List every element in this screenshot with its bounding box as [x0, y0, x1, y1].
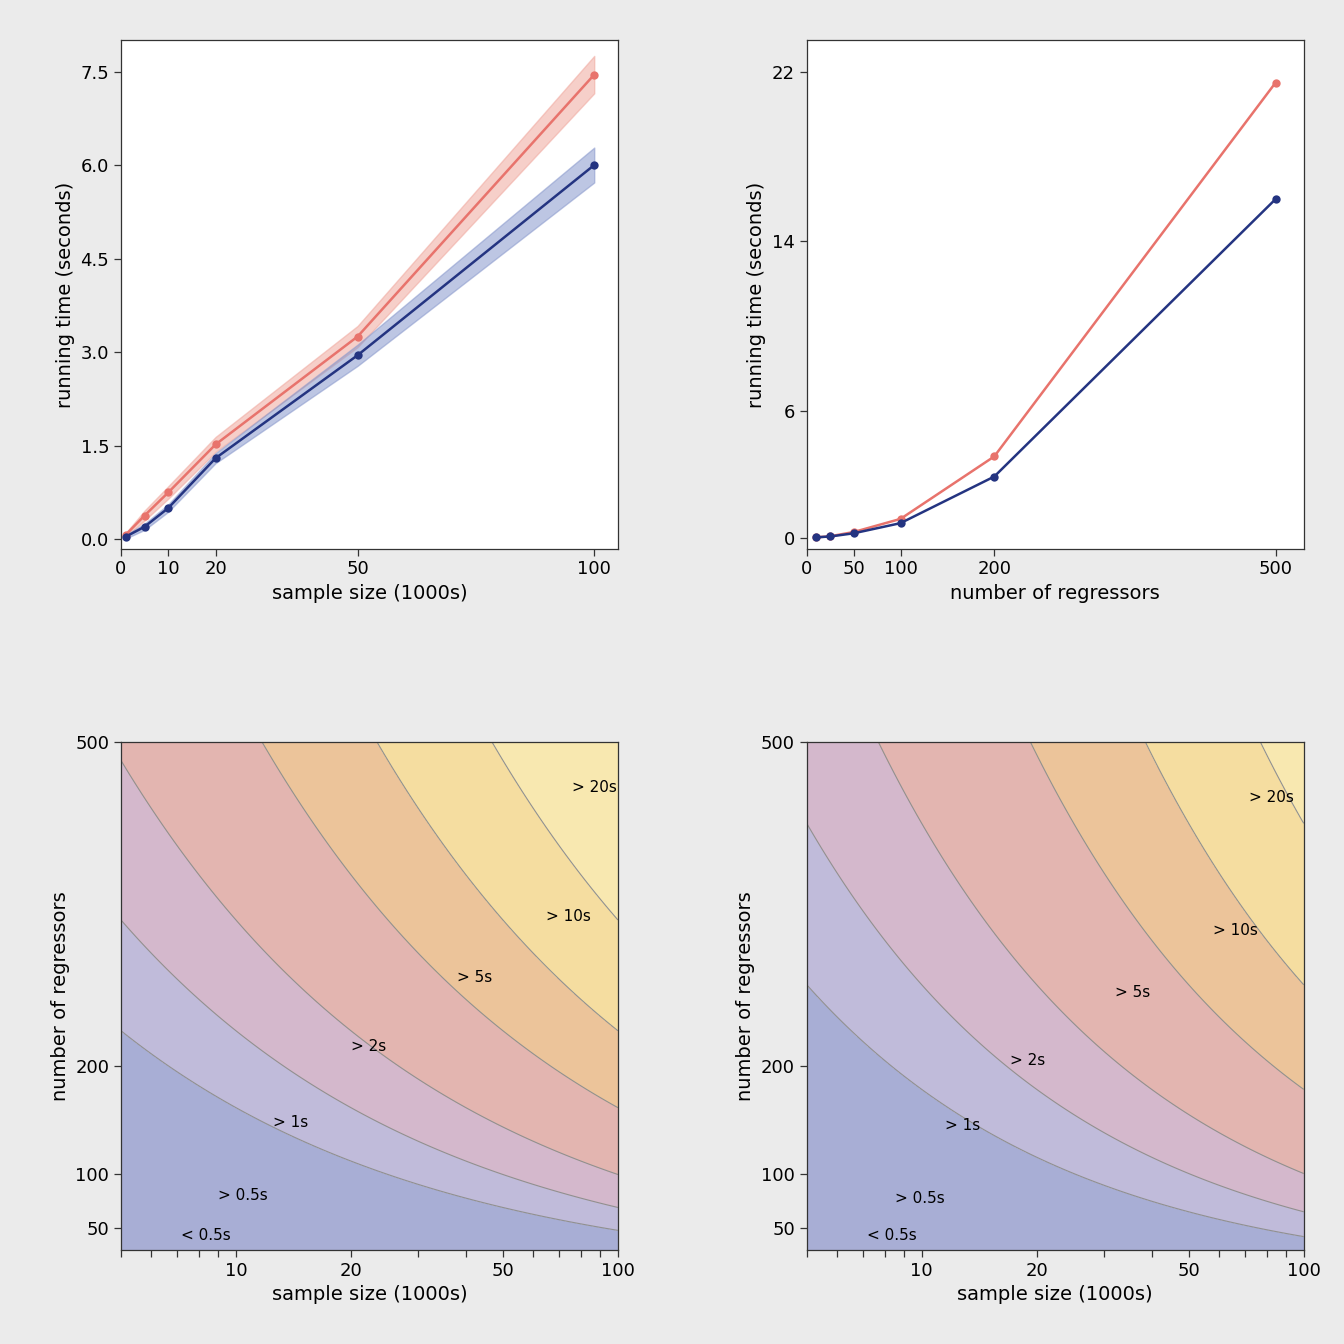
Text: < 0.5s: < 0.5s	[181, 1228, 231, 1243]
Text: > 20s: > 20s	[1249, 790, 1294, 805]
Text: < 0.5s: < 0.5s	[867, 1228, 917, 1243]
X-axis label: number of regressors: number of regressors	[950, 583, 1160, 603]
Y-axis label: running time (seconds): running time (seconds)	[56, 181, 75, 407]
Text: > 10s: > 10s	[547, 910, 591, 925]
Y-axis label: number of regressors: number of regressors	[737, 891, 755, 1101]
Text: > 1s: > 1s	[945, 1118, 980, 1133]
Text: > 2s: > 2s	[1009, 1054, 1046, 1068]
Text: > 0.5s: > 0.5s	[895, 1191, 945, 1206]
X-axis label: sample size (1000s): sample size (1000s)	[271, 583, 468, 603]
Text: > 1s: > 1s	[273, 1114, 308, 1130]
Text: > 2s: > 2s	[351, 1039, 386, 1054]
Y-axis label: number of regressors: number of regressors	[51, 891, 70, 1101]
Y-axis label: running time (seconds): running time (seconds)	[747, 181, 766, 407]
Text: > 20s: > 20s	[573, 780, 617, 794]
Text: > 10s: > 10s	[1214, 923, 1258, 938]
X-axis label: sample size (1000s): sample size (1000s)	[957, 1285, 1153, 1304]
X-axis label: sample size (1000s): sample size (1000s)	[271, 1285, 468, 1304]
Text: > 0.5s: > 0.5s	[219, 1188, 269, 1203]
Text: > 5s: > 5s	[457, 970, 493, 985]
Text: > 5s: > 5s	[1114, 985, 1150, 1000]
